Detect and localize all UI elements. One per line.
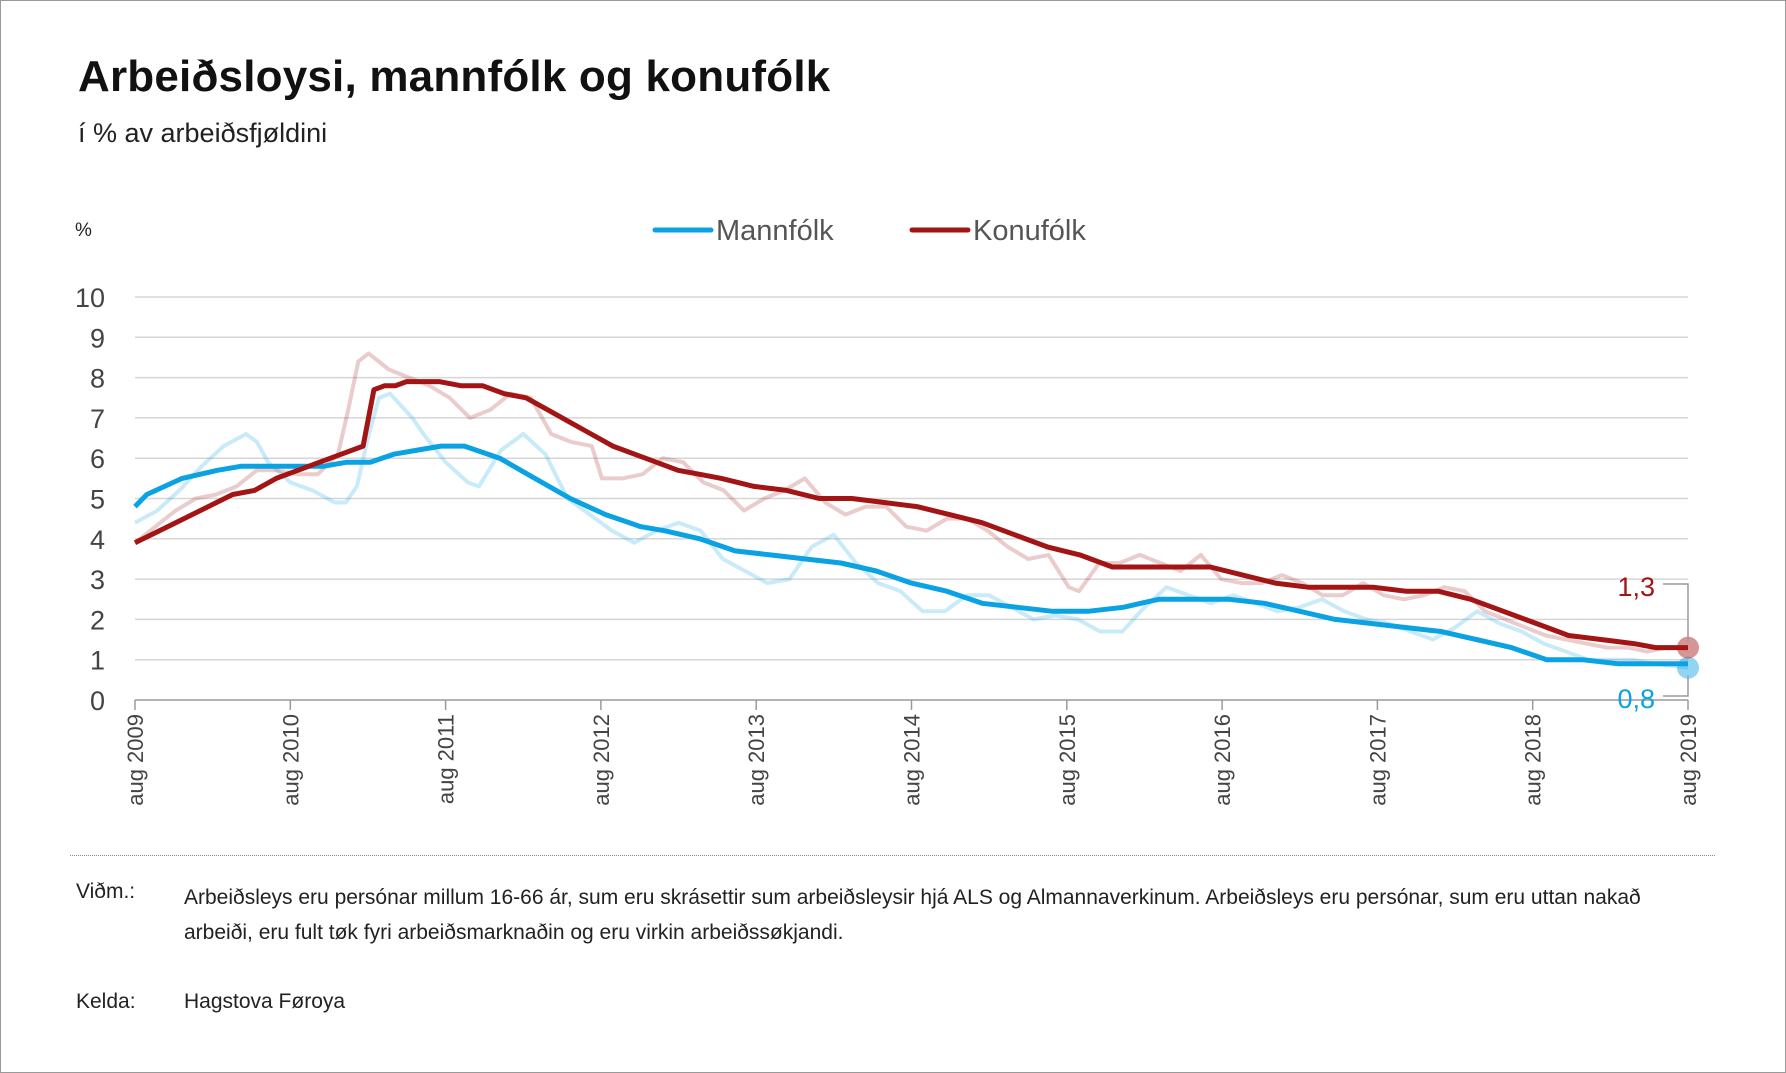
legend-label: Mannfólk: [716, 215, 834, 247]
y-tick-label: 0: [90, 686, 105, 716]
chart-subtitle: í % av arbeiðsfjøldini: [78, 118, 328, 148]
x-tick-label: aug 2019: [1676, 714, 1701, 806]
end-value-label: 1,3: [1617, 572, 1655, 602]
chart-title: Arbeiðsloysi, mannfólk og konufólk: [78, 52, 831, 101]
y-tick-label: 3: [90, 565, 105, 595]
y-tick-label: 8: [90, 364, 105, 394]
series-raw-line: [133, 351, 1688, 654]
series-trend-line: [133, 443, 1688, 667]
y-axis-label: %: [75, 220, 92, 241]
source-text: Hagstova Føroya: [184, 990, 346, 1013]
label-leader: [1663, 675, 1689, 697]
note-label: Viðm.:: [76, 880, 136, 903]
y-tick-label: 2: [90, 605, 105, 635]
y-tick-label: 7: [90, 404, 105, 434]
y-tick-label: 6: [90, 444, 105, 474]
series-raw-line: [134, 391, 1689, 670]
legend-label: Konufólk: [973, 215, 1086, 247]
series-trend-line: [133, 379, 1688, 651]
y-tick-label: 4: [90, 525, 105, 555]
y-tick-label: 9: [90, 323, 105, 353]
x-tick-label: aug 2012: [589, 714, 614, 806]
x-tick-label: aug 2018: [1521, 714, 1546, 806]
x-tick-label: aug 2011: [434, 714, 459, 804]
footer-divider: [70, 855, 1715, 856]
x-tick-label: aug 2016: [1210, 714, 1235, 806]
x-tick-label: aug 2015: [1055, 714, 1080, 806]
label-leader: [1663, 583, 1689, 642]
end-value-label: 0,8: [1617, 684, 1655, 714]
y-tick-label: 5: [90, 485, 105, 515]
x-tick-label: aug 2010: [278, 714, 303, 806]
source-label: Kelda:: [76, 990, 136, 1013]
end-point-marker: [1677, 656, 1699, 679]
y-tick-label: 1: [90, 646, 105, 676]
y-tick-label: 10: [75, 283, 105, 313]
x-tick-label: aug 2014: [900, 714, 925, 806]
x-tick-label: aug 2009: [123, 714, 148, 806]
x-tick-label: aug 2013: [744, 714, 769, 806]
x-tick-label: aug 2017: [1365, 714, 1390, 806]
end-point-marker: [1677, 636, 1699, 659]
note-text: Arbeiðsleys eru persónar millum 16-66 ár…: [184, 886, 1641, 944]
